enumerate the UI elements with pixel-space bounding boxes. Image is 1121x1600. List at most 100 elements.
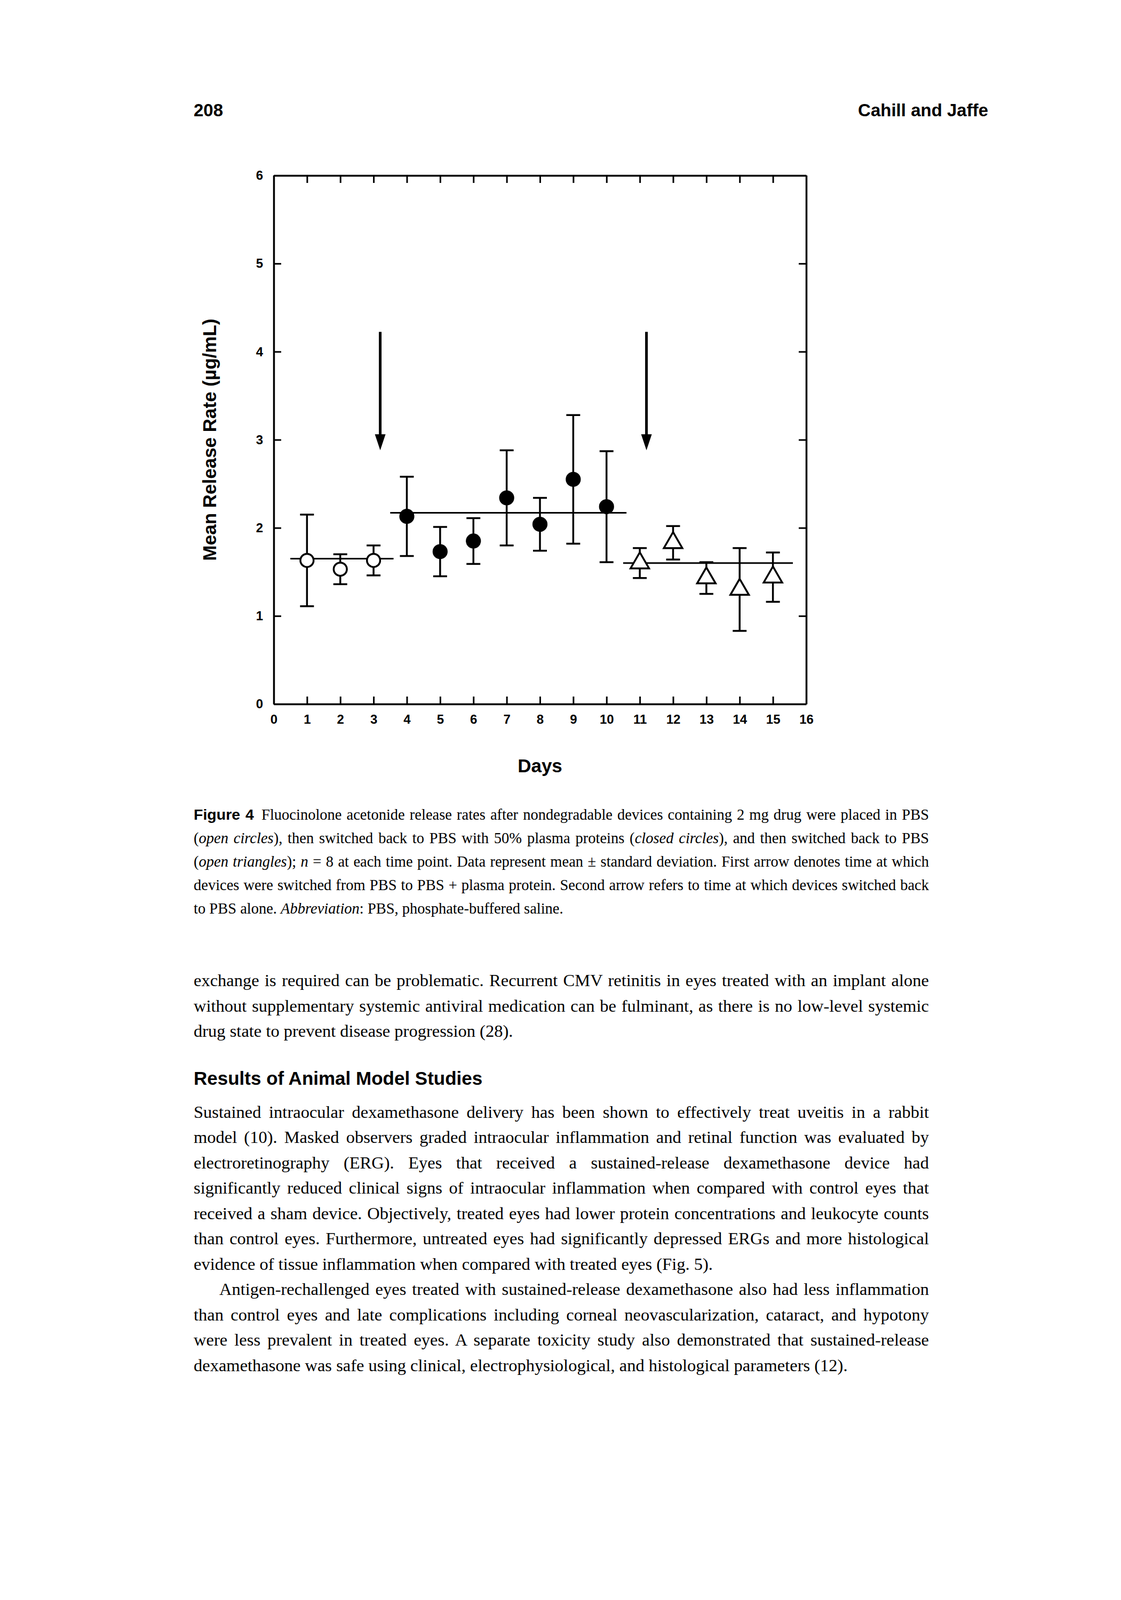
tick-mark <box>798 439 807 442</box>
tick-mark <box>273 615 282 618</box>
marker <box>730 578 750 595</box>
mean-line <box>390 512 627 514</box>
arrow-shaft <box>645 331 648 440</box>
tick <box>706 175 707 184</box>
tick: 5 <box>436 696 444 727</box>
tick-mark <box>406 696 409 705</box>
series <box>623 526 793 632</box>
caption-text: ); <box>287 853 301 871</box>
paragraph: Antigen-rechallenged eyes treated with s… <box>193 1277 929 1379</box>
tick-mark <box>572 696 575 705</box>
tick-mark <box>798 615 807 618</box>
tick-mark <box>539 175 542 184</box>
tick <box>273 175 275 184</box>
series <box>390 415 627 577</box>
tick-mark <box>705 696 708 705</box>
tick-label: 2 <box>256 520 264 536</box>
tick: 2 <box>256 520 282 536</box>
tick: 5 <box>256 256 282 271</box>
tick <box>473 175 474 184</box>
caption-text: n <box>300 853 309 871</box>
error-bar <box>433 527 448 577</box>
tick-mark <box>339 696 342 705</box>
error-cap <box>533 497 547 500</box>
tick-mark <box>798 263 807 265</box>
body-text: exchange is required can be problematic.… <box>193 968 929 1379</box>
tick-mark <box>738 696 741 705</box>
arrow-head <box>641 434 653 451</box>
error-cap <box>632 547 647 550</box>
tick <box>798 704 807 705</box>
spacer <box>253 806 262 824</box>
error-cap <box>299 513 314 516</box>
paragraph: exchange is required can be problematic.… <box>193 968 929 1045</box>
tick-label: 11 <box>633 712 647 727</box>
tick <box>606 175 608 184</box>
error-bar <box>499 450 514 546</box>
marker <box>566 472 580 487</box>
tick-mark <box>372 175 375 184</box>
error-cap <box>400 475 415 479</box>
marker <box>466 534 481 548</box>
tick-label: 9 <box>569 712 577 727</box>
arrow-head <box>375 434 386 451</box>
tick-mark <box>639 175 641 184</box>
tick-label: 3 <box>256 432 264 448</box>
figure: 0123456789101112131415160123456DaysMean … <box>0 0 1121 790</box>
error-cap <box>566 414 580 417</box>
error-cap <box>766 601 781 604</box>
caption-text: ), then switched back to PBS with 50% pl… <box>273 830 635 847</box>
caption-text: : PBS, phosphate-buffered saline. <box>359 900 564 918</box>
tick-mark <box>798 175 807 177</box>
tick: 3 <box>370 696 378 727</box>
tick-mark <box>372 696 375 705</box>
tick-mark <box>772 175 775 184</box>
tick <box>373 175 375 184</box>
tick-mark <box>798 527 807 530</box>
tick: 3 <box>256 432 282 448</box>
tick-label: 6 <box>470 712 477 727</box>
tick <box>440 175 441 184</box>
tick: 1 <box>303 696 311 727</box>
tick-mark <box>606 175 608 184</box>
tick-label: 5 <box>256 256 264 271</box>
tick-label: 3 <box>370 712 378 727</box>
tick-label: 7 <box>503 712 511 727</box>
error-cap <box>366 574 381 577</box>
tick: 2 <box>337 696 345 727</box>
tick: 7 <box>503 696 511 727</box>
error-cap <box>400 555 415 558</box>
tick-label: 5 <box>436 712 444 727</box>
error-cap <box>299 605 314 608</box>
tick-label: 2 <box>337 712 345 727</box>
series <box>290 514 394 607</box>
tick-mark <box>273 439 282 442</box>
tick-mark <box>798 703 807 706</box>
tick <box>739 175 741 184</box>
error-cap <box>333 553 348 556</box>
axis: 0123456 <box>256 168 282 712</box>
arrow-shaft <box>378 331 382 440</box>
error-bar <box>333 554 348 585</box>
tick-label: 16 <box>799 712 814 727</box>
tick: 8 <box>536 696 544 727</box>
error-cap <box>433 526 448 529</box>
tick: 4 <box>403 696 411 727</box>
figure-label: Figure 4 <box>193 806 254 824</box>
error-cap <box>732 547 747 550</box>
tick-mark <box>672 175 675 184</box>
axis <box>798 176 807 705</box>
tick-label: 4 <box>256 344 264 360</box>
tick-mark <box>798 351 807 353</box>
error-cap <box>599 450 614 453</box>
tick <box>798 528 807 529</box>
tick: 6 <box>470 696 477 727</box>
marker <box>367 553 381 568</box>
marker <box>533 518 547 532</box>
error-cap <box>666 525 681 528</box>
tick-label: 1 <box>303 712 311 727</box>
arrow <box>641 331 653 451</box>
tick-mark <box>506 696 508 705</box>
tick-mark <box>572 175 575 184</box>
marker <box>763 566 783 583</box>
